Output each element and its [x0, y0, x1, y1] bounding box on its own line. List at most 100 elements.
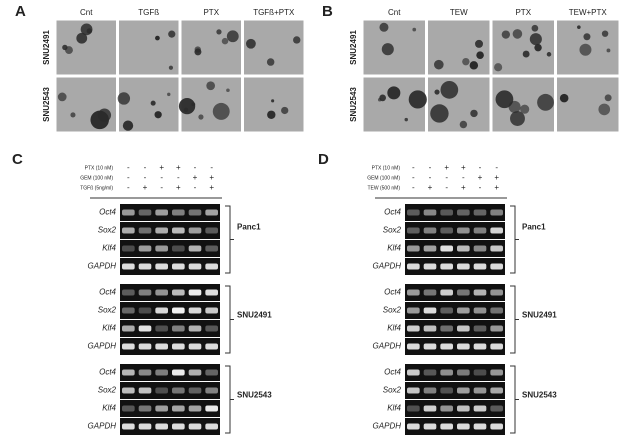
gel-band — [490, 209, 503, 216]
gene-label: GAPDH — [373, 422, 402, 431]
spheroid — [494, 63, 503, 72]
treatment-sign: - — [479, 183, 482, 192]
treatment-sign: + — [461, 183, 466, 192]
gel-band — [423, 423, 437, 430]
panel-label: D — [318, 151, 329, 168]
gel-band — [440, 343, 453, 350]
micrograph — [55, 76, 117, 133]
spheroid — [97, 108, 112, 122]
gel-band — [457, 289, 470, 296]
gel-band — [440, 369, 453, 376]
gel-strip — [405, 258, 505, 275]
gel-band — [172, 405, 185, 412]
gel-strip — [405, 240, 505, 257]
gel-band — [407, 263, 420, 270]
gel-band — [473, 405, 487, 412]
treatment-sign: - — [462, 173, 465, 182]
gel-band — [172, 245, 185, 252]
treatment-sign: + — [176, 183, 181, 192]
spheroid — [606, 48, 611, 53]
spheroid — [459, 120, 468, 129]
gel-strip — [405, 382, 505, 399]
spheroid — [246, 38, 256, 49]
gel-band — [407, 423, 420, 430]
treatment-sign: - — [210, 163, 213, 172]
gel-band — [122, 289, 135, 296]
treatment-sign: - — [495, 163, 498, 172]
panel-label: A — [15, 3, 26, 20]
gel-band — [138, 405, 152, 412]
gel-strip — [405, 222, 505, 239]
gel-band — [205, 423, 218, 430]
gel-band — [155, 387, 168, 394]
gel-band — [155, 263, 168, 270]
gel-strip — [405, 320, 505, 337]
gene-label: Oct4 — [99, 208, 116, 217]
column-header: Cnt — [388, 8, 401, 17]
gel-band — [490, 263, 503, 270]
column-header: TGFß+PTX — [253, 8, 295, 17]
gel-band — [172, 209, 185, 216]
spheroid — [534, 43, 542, 52]
spheroid — [440, 80, 459, 99]
treatment-sign: - — [194, 183, 197, 192]
gel-band — [188, 423, 202, 430]
spheroid — [281, 106, 289, 115]
gel-band — [473, 343, 487, 350]
gel-band — [155, 227, 168, 234]
gel-band — [457, 405, 470, 412]
cell-line-label: Panc1 — [522, 223, 546, 232]
row-label: SNU2491 — [349, 30, 358, 65]
gel-band — [457, 209, 470, 216]
gel-strip — [405, 400, 505, 417]
spheroid — [167, 92, 171, 97]
gel-band — [172, 227, 185, 234]
gel-band — [407, 227, 420, 234]
gel-band — [490, 423, 503, 430]
gel-band — [423, 245, 437, 252]
gene-label: Sox2 — [383, 306, 402, 315]
spheroid — [267, 110, 276, 119]
column-header: PTX — [203, 8, 219, 17]
spheroid — [57, 92, 67, 102]
treatment-sign: - — [412, 163, 415, 172]
gel-band — [423, 263, 437, 270]
spheroid — [122, 120, 134, 131]
gel-band — [205, 307, 218, 314]
spheroid — [430, 104, 449, 123]
gel-band — [205, 227, 218, 234]
gene-label: GAPDH — [88, 262, 117, 271]
row-label: SNU2491 — [42, 30, 51, 65]
gel-band — [440, 405, 453, 412]
spheroid — [475, 39, 484, 48]
treatment-label: GEM (100 nM) — [367, 175, 400, 181]
gel-band — [155, 307, 168, 314]
treatment-sign: - — [412, 183, 415, 192]
gel-band — [122, 405, 135, 412]
spheroid — [408, 90, 427, 109]
gel-band — [155, 369, 168, 376]
gene-label: Oct4 — [99, 288, 116, 297]
gel-band — [457, 227, 470, 234]
gel-band — [155, 289, 168, 296]
gel-band — [155, 209, 168, 216]
panel-label: B — [322, 3, 333, 20]
gel-band — [138, 263, 152, 270]
spheroid — [381, 43, 394, 56]
gel-band — [172, 369, 185, 376]
spheroid — [546, 52, 552, 57]
gel-band — [172, 423, 185, 430]
treatment-sign: - — [177, 173, 180, 182]
spheroid — [117, 92, 131, 105]
gel-band — [490, 245, 503, 252]
gel-band — [440, 325, 453, 332]
gel-band — [138, 369, 152, 376]
gel-strip — [120, 284, 220, 301]
gene-label: GAPDH — [88, 422, 117, 431]
spheroid — [476, 51, 484, 59]
spheroid — [226, 30, 239, 43]
gel-band — [122, 369, 135, 376]
gel-band — [122, 307, 135, 314]
spheroid — [522, 50, 530, 58]
